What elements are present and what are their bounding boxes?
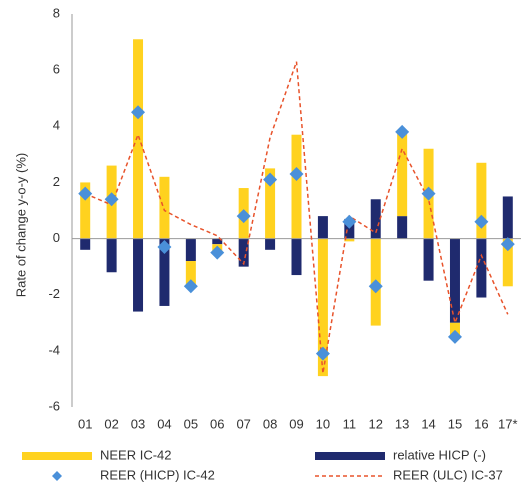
bar <box>291 238 302 276</box>
bar <box>502 238 513 287</box>
bar <box>397 216 408 239</box>
bar <box>449 322 460 337</box>
bar <box>159 238 170 306</box>
bar <box>423 238 434 281</box>
bar <box>265 168 276 239</box>
bar <box>317 216 328 239</box>
marker <box>131 105 146 120</box>
y-tick-label: -6 <box>48 398 60 413</box>
x-tick-label: 13 <box>395 416 409 431</box>
bar <box>502 196 513 239</box>
bar <box>265 238 276 250</box>
legend-label: NEER IC-42 <box>100 447 172 462</box>
legend-swatch <box>315 452 385 460</box>
y-tick-label: -4 <box>48 342 60 357</box>
legend-swatch <box>52 471 62 481</box>
marker <box>315 346 330 361</box>
x-tick-label: 16 <box>474 416 488 431</box>
legend-label: REER (ULC) IC-37 <box>393 467 503 482</box>
bar <box>238 238 249 267</box>
bar <box>370 199 381 239</box>
y-tick-label: 0 <box>53 230 60 245</box>
y-tick-label: 4 <box>53 118 60 133</box>
x-tick-label: 15 <box>448 416 462 431</box>
bar <box>397 131 408 217</box>
marker <box>500 237 515 252</box>
legend-label: relative HICP (-) <box>393 447 486 462</box>
x-tick-label: 05 <box>184 416 198 431</box>
x-tick-label: 07 <box>236 416 250 431</box>
bar <box>185 261 196 287</box>
marker <box>210 245 225 260</box>
x-tick-label: 08 <box>263 416 277 431</box>
bar <box>133 39 144 239</box>
bar <box>133 238 144 312</box>
x-tick-label: 10 <box>316 416 330 431</box>
bar <box>185 238 196 262</box>
x-tick-label: 02 <box>104 416 118 431</box>
y-tick-label: -2 <box>48 286 60 301</box>
legend-label: REER (HICP) IC-42 <box>100 467 215 482</box>
bar <box>344 218 355 239</box>
bar <box>212 238 223 245</box>
marker <box>236 209 251 224</box>
bar <box>106 238 117 273</box>
x-tick-label: 04 <box>157 416 171 431</box>
x-tick-label: 06 <box>210 416 224 431</box>
bar <box>80 182 91 239</box>
bar <box>80 238 91 250</box>
marker <box>104 192 119 207</box>
x-tick-label: 11 <box>343 416 357 431</box>
bar <box>449 238 460 323</box>
line <box>84 61 509 374</box>
legend-swatch <box>22 452 92 460</box>
x-tick-label: 03 <box>131 416 145 431</box>
x-tick-label: 17* <box>498 416 518 431</box>
bar <box>291 134 302 239</box>
bar <box>476 162 487 239</box>
marker <box>421 186 436 201</box>
x-tick-label: 14 <box>421 416 435 431</box>
marker <box>78 186 93 201</box>
y-tick-label: 8 <box>53 5 60 20</box>
marker <box>395 124 410 139</box>
x-tick-label: 12 <box>369 416 383 431</box>
bar <box>159 176 170 239</box>
bar <box>344 238 355 242</box>
bar <box>317 238 328 377</box>
marker <box>342 214 357 229</box>
marker <box>183 279 198 294</box>
marker <box>474 214 489 229</box>
y-tick-label: 2 <box>53 174 60 189</box>
marker <box>447 329 462 344</box>
x-tick-label: 09 <box>289 416 303 431</box>
marker <box>289 167 304 182</box>
y-tick-label: 6 <box>53 62 60 77</box>
marker <box>157 239 172 254</box>
marker <box>263 172 278 187</box>
bar <box>476 238 487 298</box>
x-tick-label: 01 <box>78 416 92 431</box>
y-axis-label: Rate of change y-o-y (%) <box>13 153 28 298</box>
marker <box>368 279 383 294</box>
